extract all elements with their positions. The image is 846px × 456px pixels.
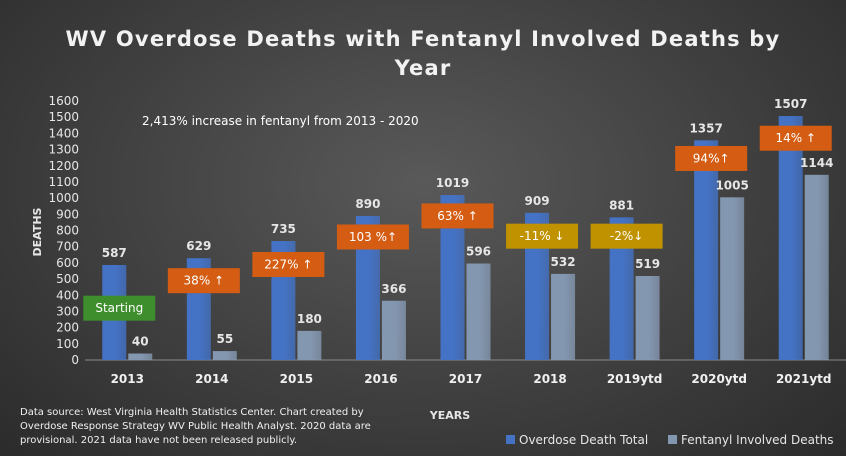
y-tick-200: 200 [56,321,79,335]
plot-area: 0 100 200 300 400 500 600 700 800 900 1000 1100 1200… [48,94,846,386]
y-tick-1300: 1300 [48,143,79,157]
callout-2017: 63% ↑ [421,203,494,229]
callout-box-2014 [167,268,240,294]
data-label-overdose-death-total-2015: 735 [271,222,296,236]
x-tick-2019ytd: 2019ytd [607,372,663,386]
callout-box-2016 [336,224,409,250]
callout-label-2013: Starting [95,301,143,315]
callout-2018: -11% ↓ [506,223,579,249]
callout-2021ytd: 14% ↑ [759,125,832,151]
y-tick-1000: 1000 [48,191,79,205]
y-tick-1200: 1200 [48,159,79,173]
source-note-line-2: Overdose Response Strategy WV Public Hea… [20,421,371,432]
callout-box-2021ytd [759,125,832,151]
y-tick-1600: 1600 [48,94,79,108]
y-axis-label: DEATHS [31,207,44,256]
legend-label-fentanyl: Fentanyl Involved Deaths [681,433,834,447]
callout-label-2018: -11% ↓ [520,229,565,243]
bar-fentanyl-involved-deaths-2017 [466,263,491,360]
bar-fentanyl-involved-deaths-2015 [297,330,322,360]
callout-label-2014: 38% ↑ [184,274,225,288]
x-tick-2014: 2014 [195,372,228,386]
callout-box-2017 [421,203,494,229]
data-label-overdose-death-total-2020ytd: 1357 [689,121,722,135]
source-note-line-3: provisional. 2021 data have not been rel… [20,435,297,446]
bar-fentanyl-involved-deaths-2020ytd [720,197,745,360]
x-axis-label: YEARS [429,409,470,422]
data-label-overdose-death-total-2014: 629 [186,239,211,253]
data-label-fentanyl-involved-deaths-2013: 40 [132,335,149,349]
data-label-overdose-death-total-2021ytd: 1507 [774,97,807,111]
x-tick-2015: 2015 [280,372,313,386]
legend: Overdose Death Total Fentanyl Involved D… [506,433,834,447]
data-label-overdose-death-total-2018: 909 [525,194,550,208]
bar-fentanyl-involved-deaths-2014 [212,351,237,360]
y-tick-1400: 1400 [48,126,79,140]
x-tick-2013: 2013 [111,372,144,386]
legend-swatch-fentanyl [668,435,677,444]
source-note: Data source: West Virginia Health Statis… [20,407,371,446]
data-label-fentanyl-involved-deaths-2017: 596 [466,245,491,259]
bar-fentanyl-involved-deaths-2021ytd [804,174,829,360]
y-tick-700: 700 [56,240,79,254]
callout-box-2018 [506,223,579,249]
y-tick-0: 0 [71,353,79,367]
callout-2015: 227% ↑ [252,251,325,277]
y-tick-300: 300 [56,304,79,318]
data-label-overdose-death-total-2013: 587 [102,246,127,260]
data-label-fentanyl-involved-deaths-2020ytd: 1005 [715,178,748,192]
x-tick-2020ytd: 2020ytd [691,372,747,386]
callout-label-2015: 227% ↑ [264,257,312,271]
legend-swatch-overdose [506,435,515,444]
data-label-overdose-death-total-2019ytd: 881 [609,198,634,212]
y-tick-1500: 1500 [48,110,79,124]
data-label-overdose-death-total-2017: 1019 [436,176,469,190]
data-label-fentanyl-involved-deaths-2019ytd: 519 [635,257,660,271]
legend-label-overdose: Overdose Death Total [519,433,648,447]
y-tick-900: 900 [56,207,79,221]
y-tick-800: 800 [56,224,79,238]
callout-2014: 38% ↑ [167,268,240,294]
bar-overdose-death-total-2020ytd [694,140,719,360]
callout-label-2017: 63% ↑ [437,209,478,223]
callout-2016: 103 %↑ [336,224,409,250]
callout-box-2015 [252,251,325,277]
bar-fentanyl-involved-deaths-2016 [381,300,406,360]
bar-fentanyl-involved-deaths-2019ytd [635,275,660,360]
data-label-overdose-death-total-2016: 890 [355,197,380,211]
y-tick-400: 400 [56,288,79,302]
callout-label-2021ytd: 14% ↑ [775,131,816,145]
increase-annotation: 2,413% increase in fentanyl from 2013 - … [142,114,419,128]
data-label-fentanyl-involved-deaths-2018: 532 [551,255,576,269]
y-tick-100: 100 [56,337,79,351]
bar-fentanyl-involved-deaths-2013 [128,353,153,360]
callout-box-2013 [83,295,156,321]
x-tick-2016: 2016 [364,372,397,386]
chart-title-line-1: WV Overdose Deaths with Fentanyl Involve… [66,27,781,51]
bar-fentanyl-involved-deaths-2018 [551,273,576,360]
y-tick-1100: 1100 [48,175,79,189]
callout-box-2019ytd [590,223,663,249]
x-tick-2021ytd: 2021ytd [776,372,832,386]
source-note-line-1: Data source: West Virginia Health Statis… [20,407,364,418]
bar-overdose-death-total-2021ytd [778,116,803,360]
data-label-fentanyl-involved-deaths-2016: 366 [381,282,406,296]
x-tick-2018: 2018 [533,372,566,386]
callout-box-2020ytd [675,145,748,171]
y-tick-500: 500 [56,272,79,286]
callout-label-2016: 103 %↑ [349,230,397,244]
chart-title-line-2: Year [394,56,452,80]
callout-2013: Starting [83,295,156,321]
callout-2020ytd: 94%↑ [675,145,748,171]
data-label-fentanyl-involved-deaths-2015: 180 [297,312,322,326]
data-label-fentanyl-involved-deaths-2014: 55 [216,332,233,346]
x-tick-2017: 2017 [449,372,482,386]
callout-2019ytd: -2%↓ [590,223,663,249]
callout-label-2019ytd: -2%↓ [610,229,643,243]
callout-label-2020ytd: 94%↑ [693,151,730,165]
data-label-fentanyl-involved-deaths-2021ytd: 1144 [800,156,833,170]
y-tick-600: 600 [56,256,79,270]
